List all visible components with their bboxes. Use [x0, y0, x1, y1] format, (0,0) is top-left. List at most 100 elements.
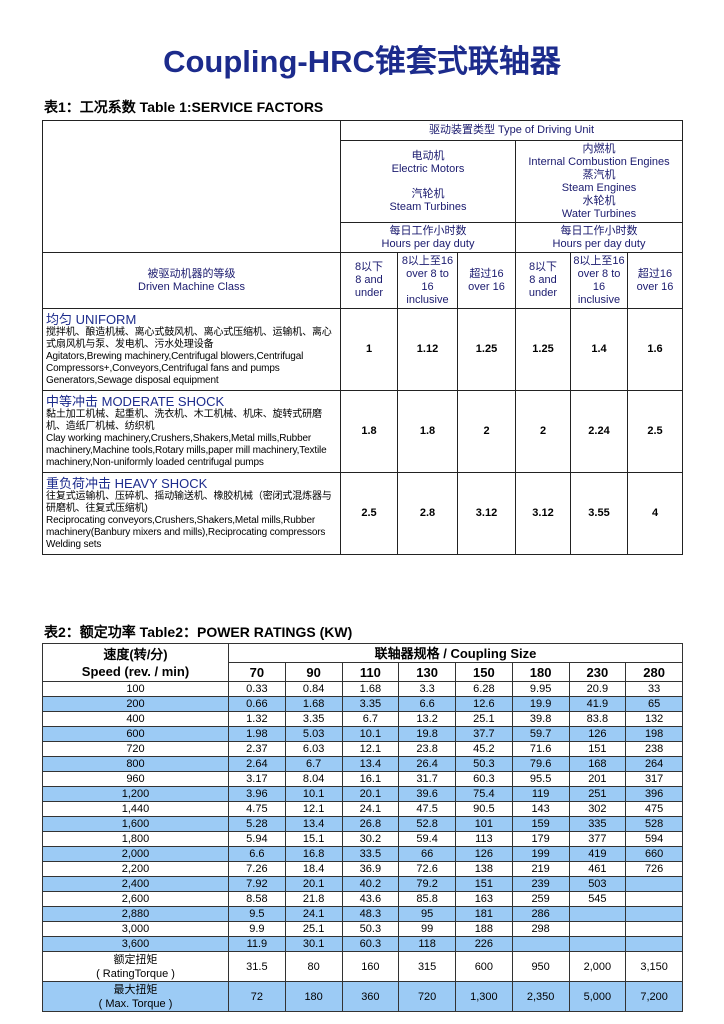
power-value: 83.8	[568, 711, 627, 727]
power-value: 79.2	[398, 876, 456, 892]
speed-value: 2,880	[42, 906, 229, 922]
hours-header: 每日工作小时数 Hours per day duty	[340, 222, 516, 253]
power-value: 151	[568, 741, 627, 757]
class-desc-en: Reciprocating conveyors,Crushers,Shakers…	[46, 515, 326, 550]
power-value: 59.7	[511, 726, 570, 742]
power-value: 3.17	[228, 771, 286, 787]
text-line: over 8 to	[577, 267, 621, 280]
power-value: 33	[625, 681, 683, 697]
machine-class: 重负荷冲击 HEAVY SHOCK 往复式运输机、压碎机、摇动输送机、橡胶机械（密…	[42, 472, 341, 555]
power-value: 20.1	[341, 786, 400, 802]
power-value: 20.1	[284, 876, 343, 892]
class-heading: 均匀 UNIFORM	[46, 312, 137, 327]
driven-class-header: 被驱动机器的等级 Driven Machine Class	[42, 252, 341, 309]
power-value: 119	[511, 786, 570, 802]
torque-value: 950	[511, 951, 570, 982]
power-value: 72.6	[398, 861, 456, 877]
power-value: 1.32	[228, 711, 286, 727]
text-line: Internal Combustion Engines	[528, 155, 670, 168]
text-line: Driven Machine Class	[138, 280, 245, 293]
power-value: 1.68	[284, 696, 343, 712]
power-value: 25.1	[455, 711, 513, 727]
service-factor: 3.55	[570, 472, 628, 555]
power-value: 60.3	[341, 936, 400, 952]
text-line: 16	[421, 280, 434, 293]
text-line: ( Max. Torque )	[98, 997, 173, 1010]
size-header: 110	[341, 662, 400, 682]
power-value: 6.7	[284, 756, 343, 772]
power-value: 5.28	[228, 816, 286, 832]
torque-label: 最大扭矩( Max. Torque )	[42, 981, 229, 1012]
text-line: Steam Engines	[561, 181, 637, 194]
torque-value: 720	[398, 981, 456, 1012]
power-value: 3.96	[228, 786, 286, 802]
power-value: 7.92	[228, 876, 286, 892]
torque-row: 额定扭矩( RatingTorque ) 31.5 80 160 315 600 950 2,…	[42, 951, 683, 982]
speed-value: 2,600	[42, 891, 229, 907]
text-line: 被驱动机器的等级	[147, 267, 236, 280]
power-value: 43.6	[341, 891, 400, 907]
power-value: 113	[455, 831, 513, 847]
text-line: 每日工作小时数	[389, 224, 467, 237]
text-line: 每日工作小时数	[560, 224, 638, 237]
speed-value: 2,000	[42, 846, 229, 862]
power-value: 181	[455, 906, 513, 922]
text-line: 超过16	[637, 267, 673, 280]
table-row: 2,880 9.5 24.1 48.3 95 181 286	[42, 906, 683, 922]
power-value: 16.8	[284, 846, 343, 862]
power-value: 20.9	[568, 681, 627, 697]
torque-value: 180	[284, 981, 343, 1012]
power-value: 163	[455, 891, 513, 907]
table1-caption: 表1：工况系数 Table 1:SERVICE FACTORS	[44, 99, 324, 115]
power-value: 13.4	[284, 816, 343, 832]
blank-cell	[42, 120, 341, 253]
power-value: 0.66	[228, 696, 286, 712]
service-factor: 1.12	[397, 308, 458, 391]
combustion-engines-header: 内燃机 Internal Combustion Engines 蒸汽机 Steam E…	[515, 140, 683, 223]
torque-value: 2,000	[568, 951, 627, 982]
text-line: 最大扭矩	[113, 983, 158, 996]
power-value: 59.4	[398, 831, 456, 847]
power-value: 24.1	[341, 801, 400, 817]
power-value: 9.5	[228, 906, 286, 922]
power-value: 15.1	[284, 831, 343, 847]
power-value: 48.3	[341, 906, 400, 922]
power-value: 226	[455, 936, 513, 952]
power-value: 79.6	[511, 756, 570, 772]
power-value: 238	[625, 741, 683, 757]
power-value: 95.5	[511, 771, 570, 787]
class-desc-en: Clay working machinery,Crushers,Shakers,…	[46, 433, 327, 468]
torque-value: 1,300	[455, 981, 513, 1012]
power-value: 6.28	[455, 681, 513, 697]
service-factor: 2.8	[397, 472, 458, 555]
hour-column-header: 超过16 over 16	[627, 252, 683, 309]
power-value: 40.2	[341, 876, 400, 892]
power-value: 251	[568, 786, 627, 802]
size-header: 150	[455, 662, 513, 682]
service-factor: 2.5	[340, 472, 398, 555]
text-line: 额定扭矩	[113, 953, 158, 966]
power-value: 528	[625, 816, 683, 832]
text-line: under	[528, 287, 558, 299]
table-row: 2,400 7.92 20.1 40.2 79.2 151 239 503	[42, 876, 683, 892]
power-value: 37.7	[455, 726, 513, 742]
power-value: 30.2	[341, 831, 400, 847]
power-value: 66	[398, 846, 456, 862]
service-factor: 1.4	[570, 308, 628, 391]
speed-value: 800	[42, 756, 229, 772]
power-value: 18.4	[284, 861, 343, 877]
power-value: 8.58	[228, 891, 286, 907]
text-line: Electric Motors	[391, 162, 465, 175]
power-value: 419	[568, 846, 627, 862]
power-value: 21.8	[284, 891, 343, 907]
power-value: 71.6	[511, 741, 570, 757]
power-value: 201	[568, 771, 627, 787]
torque-value: 72	[228, 981, 286, 1012]
power-value: 60.3	[455, 771, 513, 787]
speed-header: 速度(转/分) Speed (rev. / min)	[42, 643, 229, 682]
torque-row: 最大扭矩( Max. Torque ) 72 180 360 720 1,300 2,350…	[42, 981, 683, 1012]
size-header: 180	[511, 662, 570, 682]
text-line: 速度(转/分)	[103, 646, 168, 662]
power-value: 45.2	[455, 741, 513, 757]
power-value: 8.04	[284, 771, 343, 787]
